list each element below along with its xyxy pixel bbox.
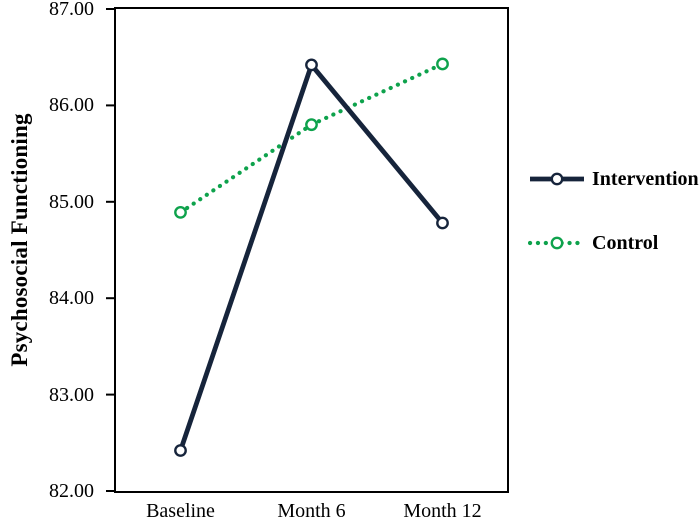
x-category-label: Month 12	[403, 500, 482, 522]
legend-label-control: Control	[592, 231, 659, 254]
intervention-data-point-marker	[305, 58, 318, 72]
intervention-line-sample-icon	[530, 172, 584, 186]
control-legend-marker	[550, 236, 564, 250]
control-data-point-marker	[436, 57, 449, 71]
legend: Intervention Control	[528, 0, 700, 531]
control-line	[178, 61, 445, 215]
x-category-label: Baseline	[146, 500, 215, 522]
y-tick-label: 85.00	[49, 190, 94, 213]
legend-item-control: Control	[528, 230, 658, 256]
y-tick-label: 83.00	[49, 383, 94, 406]
plot-border	[114, 7, 509, 493]
control-data-point-marker	[305, 118, 318, 132]
y-tick-label: 86.00	[49, 94, 94, 117]
legend-label-intervention: Intervention	[592, 167, 699, 190]
intervention-data-point-marker	[436, 216, 449, 230]
y-tick-label: 84.00	[49, 287, 94, 310]
y-tick-label: 82.00	[49, 480, 94, 502]
y-tick-label: 87.00	[49, 0, 94, 20]
intervention-legend-marker	[550, 172, 564, 186]
intervention-data-point-marker	[174, 444, 187, 457]
x-category-label: Month 6	[277, 500, 346, 522]
control-data-point-marker	[174, 206, 187, 219]
legend-item-intervention: Intervention	[528, 166, 699, 192]
control-line-sample-icon	[528, 236, 586, 250]
